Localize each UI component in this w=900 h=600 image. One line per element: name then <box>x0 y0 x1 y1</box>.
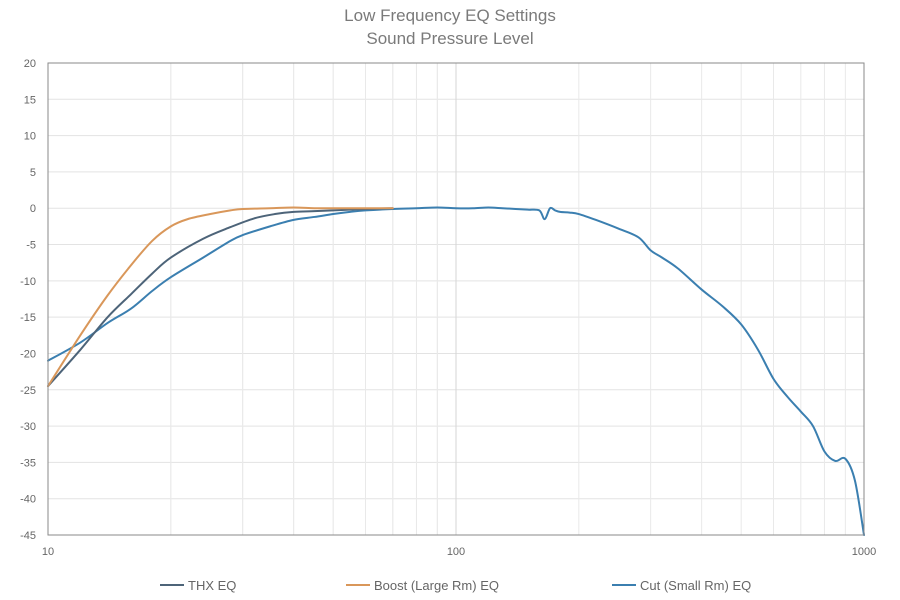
y-tick-label: 5 <box>30 167 36 179</box>
chart-subtitle: Sound Pressure Level <box>366 29 534 48</box>
y-tick-label: -5 <box>26 240 36 252</box>
x-tick-label: 100 <box>447 546 465 558</box>
chart-title: Low Frequency EQ Settings <box>344 6 556 25</box>
plot-frame <box>47 62 865 536</box>
y-tick-label: 10 <box>24 131 36 143</box>
legend-swatch-thx-eq <box>160 584 184 586</box>
y-tick-label: -35 <box>20 457 36 469</box>
legend-swatch-cut-eq <box>612 584 636 586</box>
legend-item-cut-eq: Cut (Small Rm) EQ <box>612 575 751 595</box>
y-tick-label: 20 <box>24 58 36 70</box>
y-tick-label: 15 <box>24 94 36 106</box>
legend-swatch-boost-eq <box>346 584 370 586</box>
y-tick-label: 0 <box>30 203 36 215</box>
legend-label-cut-eq: Cut (Small Rm) EQ <box>640 577 752 593</box>
x-tick-label: 1000 <box>852 546 876 558</box>
y-tick-label: -40 <box>20 494 36 506</box>
y-tick-label: -25 <box>20 385 36 397</box>
series-lines <box>47 206 865 536</box>
grid-lines <box>48 62 864 536</box>
series-line-cut-eq <box>47 206 865 536</box>
legend-item-boost-eq: Boost (Large Rm) EQ <box>346 575 499 595</box>
y-axis-ticks: 20 15 10 5 0 -5 -10 -15 -20 -25 -30 -35 -40 -45 <box>20 58 36 542</box>
y-tick-label: -15 <box>20 312 36 324</box>
y-tick-label: -20 <box>20 348 36 360</box>
y-tick-label: -45 <box>20 530 36 542</box>
y-tick-label: -10 <box>20 276 36 288</box>
series-line-boost-eq <box>47 206 394 388</box>
series-line-thx-eq <box>47 207 394 388</box>
legend-label-thx-eq: THX EQ <box>188 577 237 593</box>
x-tick-label: 10 <box>42 546 54 558</box>
legend-item-thx-eq: THX EQ <box>160 575 236 595</box>
x-axis-ticks: 10 100 1000 <box>42 546 876 558</box>
y-tick-label: -30 <box>20 421 36 433</box>
legend-label-boost-eq: Boost (Large Rm) EQ <box>374 577 499 593</box>
